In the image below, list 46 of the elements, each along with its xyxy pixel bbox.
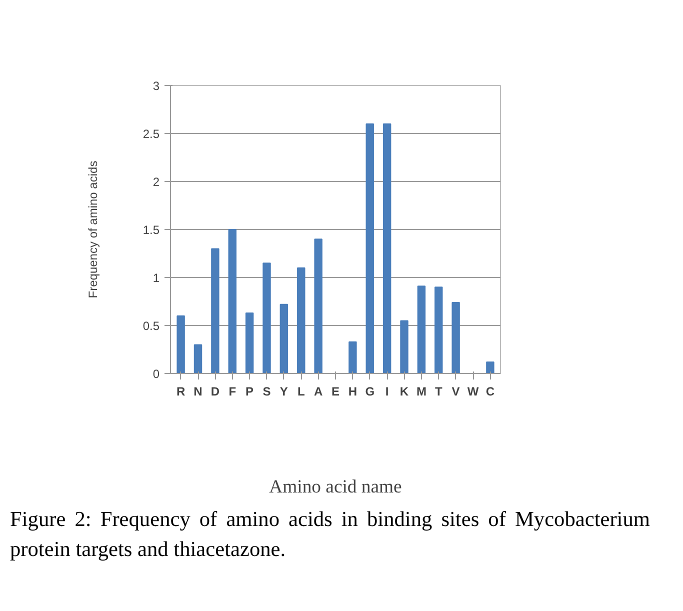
y-tick-label: 3 [152, 79, 160, 93]
y-tick-label: 0.5 [142, 319, 160, 333]
x-tick-label: L [297, 384, 305, 398]
bar [211, 248, 220, 374]
caption: Figure 2: Frequency of amino acids in binding sites of Mycobacterium protein targets and thiacetazone. [10, 506, 650, 563]
y-tick-label: 1 [152, 271, 160, 285]
y-tick-label: 0 [152, 367, 160, 381]
bar [262, 262, 271, 374]
bar [382, 123, 392, 374]
x-tick-label: F [228, 384, 236, 398]
x-tick-label: G [365, 384, 375, 398]
bar [176, 315, 185, 374]
y-axis-title: Frequency of amino acids [86, 160, 100, 298]
x-tick-label: K [400, 384, 409, 398]
x-tick-label: A [314, 384, 323, 398]
x-tick-label: V [452, 384, 460, 398]
bar [348, 341, 357, 374]
bar [245, 312, 254, 374]
bar [452, 302, 460, 374]
y-tick-label: 2.5 [142, 127, 160, 141]
x-tick-label: H [348, 384, 358, 398]
bar [400, 320, 408, 374]
bar [297, 267, 306, 374]
x-tick-label: M [416, 384, 426, 398]
y-tick-label: 1.5 [142, 223, 160, 237]
x-axis-title: Amino acid name [269, 476, 402, 498]
x-tick-label: D [210, 384, 220, 398]
x-tick-label: T [434, 384, 443, 398]
bar [486, 361, 494, 374]
x-tick-label: Y [280, 384, 288, 398]
bar [366, 123, 374, 374]
x-tick-label: N [194, 384, 202, 398]
bar [434, 286, 443, 374]
y-tick-label: 2 [152, 175, 160, 189]
bar [228, 229, 236, 374]
x-tick-label: R [176, 384, 186, 398]
x-tick-label: S [262, 384, 271, 398]
x-tick-label: W [467, 384, 480, 398]
x-tick-label: I [385, 384, 389, 398]
x-tick-label: E [332, 384, 340, 398]
bar [194, 344, 202, 374]
x-tick-label: C [486, 384, 495, 398]
bar [280, 304, 288, 374]
x-tick-label: P [246, 384, 254, 398]
bar [417, 286, 426, 374]
bar [314, 238, 322, 374]
